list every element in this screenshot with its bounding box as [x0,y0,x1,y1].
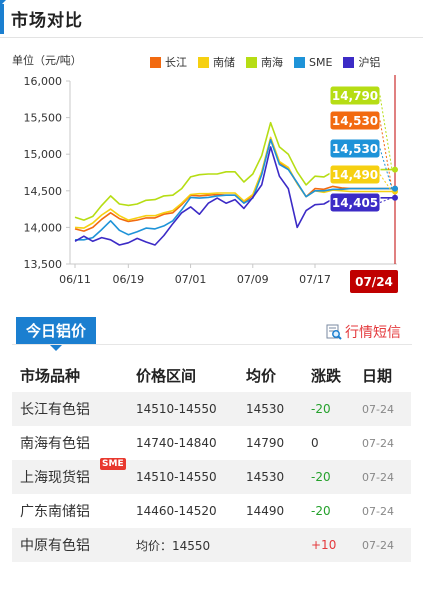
y-tick-label: 16,000 [24,75,63,88]
market-name[interactable]: 上海现货铝 SME [20,458,126,494]
series-end-point [392,166,398,173]
average-price: 14490 [246,504,285,518]
price-change: -20 [311,402,331,416]
tab-today-aluminum-price[interactable]: 今日铝价 [16,317,96,351]
y-axis-unit-label: 单位（元/吨） [12,54,82,67]
value-label-connector [379,95,393,170]
x-tick-label: 07/17 [299,273,331,286]
market-name[interactable]: 中原有色铝 [20,538,90,554]
table-row[interactable]: 上海现货铝 SME 14510-14550 14530 -20 07-24 [12,458,411,494]
series-end-point [392,194,398,201]
value-label-text: 14,530 [332,142,378,156]
legend-swatch [246,56,257,68]
price-change: -20 [311,504,331,518]
price-range: 14510-14550 [136,402,217,416]
legend-swatch [294,56,305,68]
value-label-text: 14,790 [332,89,378,103]
y-tick-label: 13,500 [24,258,63,271]
price-change: +10 [311,538,337,552]
header-range: 价格区间 [136,367,197,385]
value-label-connector [379,148,393,189]
series-end-point [392,185,398,192]
price-change: 0 [311,436,319,450]
value-label-connector [379,120,393,189]
legend-item[interactable]: 南海 [246,54,283,70]
highlight-date-box [350,270,398,293]
table-row[interactable]: 广东南储铝 14460-14520 14490 -20 07-24 [12,494,411,528]
price-range: 14460-14520 [136,504,217,518]
price-date: 07-24 [362,538,394,552]
value-label-text: 14,405 [332,196,378,210]
sme-badge: SME [100,458,126,470]
legend-item[interactable]: 长江 [150,54,187,70]
legend-label: 长江 [165,56,187,69]
price-range: 14740-14840 [136,436,217,450]
table-row[interactable]: 中原有色铝 均价：14550 +10 07-24 [12,528,411,562]
legend-label: 南海 [261,56,283,69]
header-average: 均价 [246,367,277,385]
tab-divider [12,344,412,345]
x-tick-label: 06/11 [59,273,91,286]
y-tick-label: 15,000 [24,148,63,161]
header-corner-mark [0,0,6,6]
y-tick-label: 14,000 [24,221,63,234]
legend-swatch [150,56,161,68]
legend-swatch [198,56,209,68]
header-market: 市场品种 [20,367,81,385]
news-sms-link[interactable]: 行情短信 [326,322,401,342]
average-price: 14530 [246,470,285,484]
average-price: 14790 [246,436,285,450]
header-date: 日期 [362,367,393,385]
series-line-SME [75,138,395,241]
market-name[interactable]: 广东南储铝 [20,504,90,520]
y-tick-label: 15,500 [24,112,63,125]
price-comparison-chart: 单位（元/吨） 长江 南储 南海 SME 沪铝 16,000 15,500 15,000 14… [0,38,423,300]
chart-legend: 长江 南储 南海 SME 沪铝 [150,54,391,70]
price-date: 07-24 [362,504,394,518]
table-header-row: 市场品种 价格区间 均价 涨跌 日期 [12,359,411,392]
y-tick-label: 14,500 [24,185,63,198]
header-change: 涨跌 [311,367,342,385]
page-title: 市场对比 [11,11,83,31]
value-label-text: 14,530 [332,114,378,128]
table-row[interactable]: 长江有色铝 14510-14550 14530 -20 07-24 [12,392,411,426]
price-date: 07-24 [362,470,394,484]
series-line-南储 [74,136,395,229]
average-price: 14530 [246,402,285,416]
price-change: -20 [311,470,331,484]
highlight-date-label: 07/24 [355,275,393,289]
market-name[interactable]: 南海有色铝 [20,436,90,452]
market-name-text: 上海现货铝 [20,470,90,486]
price-date: 07-24 [362,402,394,416]
price-date: 07-24 [362,436,394,450]
market-name[interactable]: 长江有色铝 [20,402,90,418]
x-tick-label: 07/09 [237,273,269,286]
x-tick-label: 07/01 [175,273,207,286]
legend-label: 南储 [213,56,235,69]
legend-item[interactable]: 沪铝 [343,54,380,70]
legend-label: 沪铝 [358,56,381,69]
legend-swatch [343,56,355,68]
legend-label: SME [309,55,333,69]
value-label-text: 14,490 [332,168,378,182]
table-row[interactable]: 南海有色铝 14740-14840 14790 0 07-24 [12,426,411,460]
price-table: 市场品种 价格区间 均价 涨跌 日期 长江有色铝 14510-14550 145… [12,359,411,562]
x-tick-label: 06/19 [112,273,144,286]
page-header: 市场对比 [0,0,423,38]
price-range: 均价：14550 [136,538,211,553]
news-sms-label: 行情短信 [345,325,401,341]
header-accent-bar [0,4,4,34]
magnifier-icon [326,324,342,340]
price-range: 14510-14550 [136,470,217,484]
line-chart-svg: 16,000 15,500 15,000 14,500 14,000 13,500 06/1… [24,75,398,293]
legend-item[interactable]: 南储 [198,54,235,70]
legend-item[interactable]: SME [294,54,332,70]
value-label-connector [379,174,393,192]
